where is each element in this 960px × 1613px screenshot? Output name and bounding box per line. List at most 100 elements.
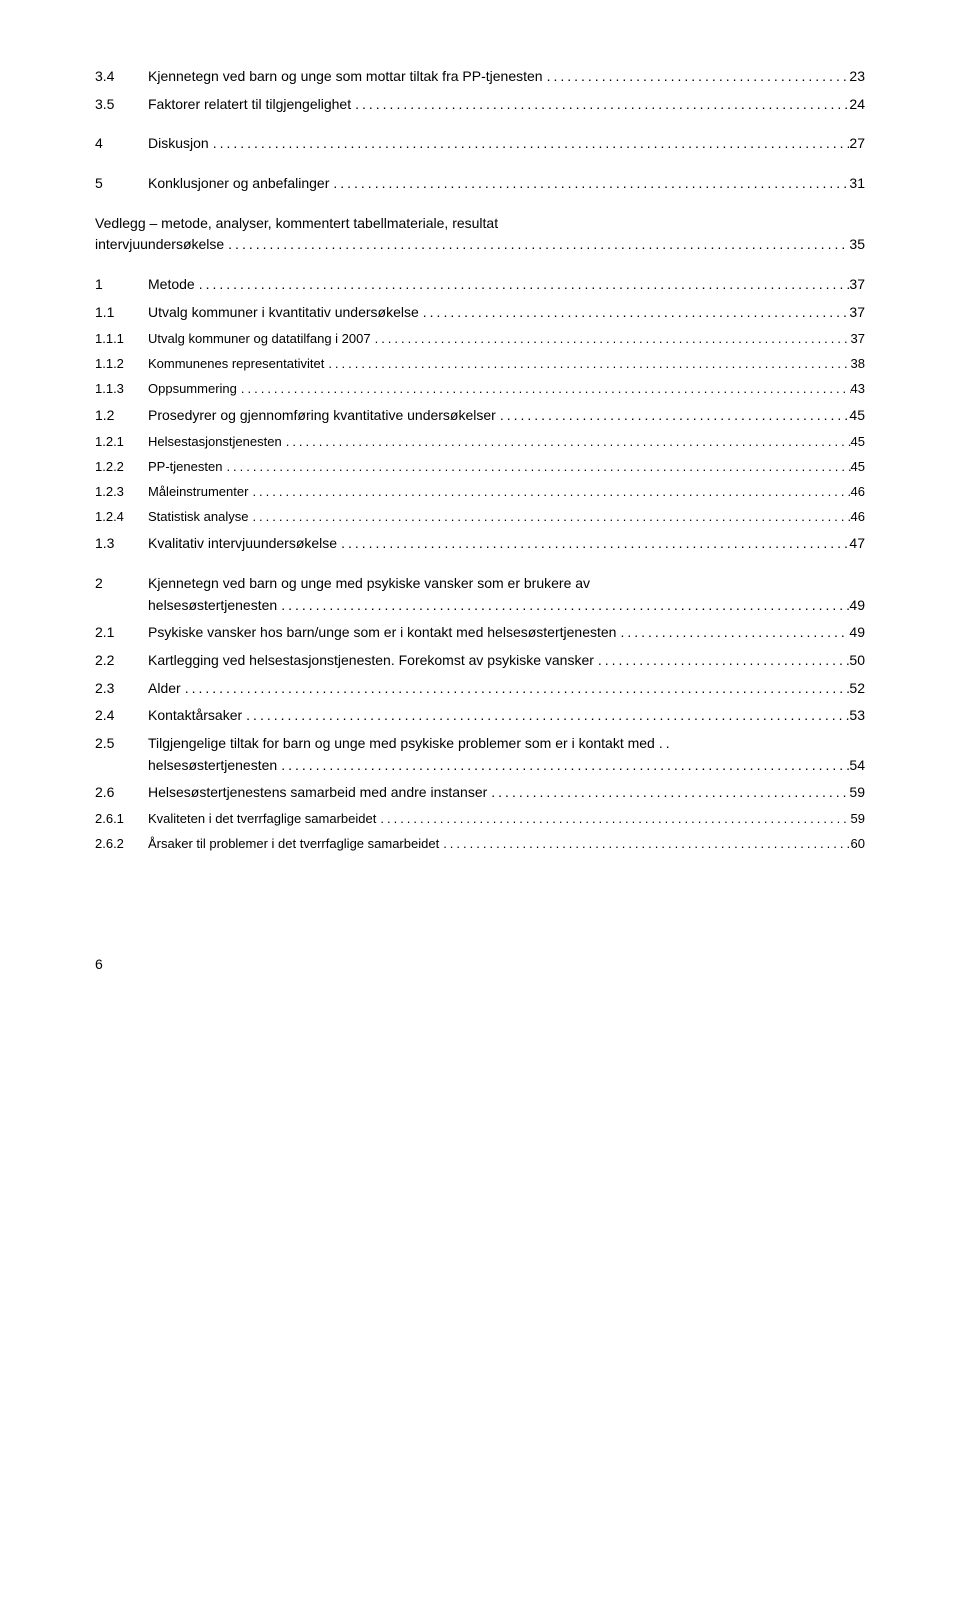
toc-leaders — [282, 432, 851, 452]
toc-page: 43 — [851, 379, 865, 399]
toc-entry: 1.1 Utvalg kommuner i kvantitativ unders… — [95, 302, 865, 324]
toc-leaders — [487, 782, 849, 804]
toc-number: 1.1.3 — [95, 379, 148, 399]
toc-entry-wrapped: Vedlegg – metode, analyser, kommentert t… — [95, 213, 865, 256]
toc-leaders — [237, 379, 851, 399]
toc-number: 1.2.4 — [95, 507, 148, 527]
toc-label: Utvalg kommuner i kvantitativ undersøkel… — [148, 302, 419, 324]
toc-page: 46 — [851, 482, 865, 502]
toc-entry: 2.4 Kontaktårsaker 53 — [95, 705, 865, 727]
toc-label: Statistisk analyse — [148, 507, 248, 527]
toc-leaders — [222, 457, 850, 477]
toc-leaders — [277, 755, 849, 777]
toc-leaders — [248, 507, 850, 527]
toc-leaders — [419, 302, 850, 324]
toc-number: 1.2 — [95, 405, 148, 427]
toc-number: 2.5 — [95, 733, 148, 755]
toc-number: 2.6.2 — [95, 834, 148, 854]
toc-wrap-line2: helsesøstertjenesten 54 — [95, 755, 865, 777]
toc-label: Psykiske vansker hos barn/unge som er i … — [148, 622, 616, 644]
toc-wrap-line1: 2.5 Tilgjengelige tiltak for barn og ung… — [95, 733, 865, 755]
toc-label: Årsaker til problemer i det tverrfaglige… — [148, 834, 439, 854]
toc-leaders — [329, 173, 849, 195]
toc-number: 1 — [95, 274, 148, 296]
toc-leaders-short: .. — [655, 733, 673, 755]
toc-entry: 1.2.1 Helsestasjonstjenesten 45 — [95, 432, 865, 452]
toc-number: 2.4 — [95, 705, 148, 727]
toc-number: 4 — [95, 133, 148, 155]
toc-number: 1.2.1 — [95, 432, 148, 452]
toc-number: 3.5 — [95, 94, 148, 116]
toc-label: Kjennetegn ved barn og unge med psykiske… — [148, 573, 590, 595]
toc-label: Helsestasjonstjenesten — [148, 432, 282, 452]
toc-entry: 1.1.2 Kommunenes representativitet 38 — [95, 354, 865, 374]
toc-leaders — [439, 834, 850, 854]
toc-leaders — [181, 678, 850, 700]
toc-number: 1.2.2 — [95, 457, 148, 477]
toc-label: Kontaktårsaker — [148, 705, 242, 727]
toc-number: 1.1.2 — [95, 354, 148, 374]
toc-leaders — [248, 482, 850, 502]
toc-label: helsesøstertjenesten — [148, 755, 277, 777]
toc-page: 45 — [851, 457, 865, 477]
toc-page: 37 — [849, 302, 865, 324]
toc-page: 37 — [851, 329, 865, 349]
toc-label: PP-tjenesten — [148, 457, 222, 477]
toc-number: 2.3 — [95, 678, 148, 700]
toc-leaders — [277, 595, 849, 617]
toc-leaders — [324, 354, 850, 374]
toc-entry: 2.6.2 Årsaker til problemer i det tverrf… — [95, 834, 865, 854]
toc-page: 45 — [851, 432, 865, 452]
toc-number: 1.1.1 — [95, 329, 148, 349]
toc-leaders — [209, 133, 850, 155]
toc-page: 27 — [849, 133, 865, 155]
toc-leaders — [371, 329, 851, 349]
toc-entry: 1 Metode 37 — [95, 274, 865, 296]
toc-number: 3.4 — [95, 66, 148, 88]
toc-entry: 2.3 Alder 52 — [95, 678, 865, 700]
toc-entry-wrapped: 2.5 Tilgjengelige tiltak for barn og ung… — [95, 733, 865, 776]
toc-label: Kvaliteten i det tverrfaglige samarbeide… — [148, 809, 376, 829]
toc-label: Måleinstrumenter — [148, 482, 248, 502]
toc-entry: 1.1.3 Oppsummering 43 — [95, 379, 865, 399]
toc-number: 2.6 — [95, 782, 148, 804]
toc-page: 38 — [851, 354, 865, 374]
toc-entry: 1.2.3 Måleinstrumenter 46 — [95, 482, 865, 502]
toc-label: Tilgjengelige tiltak for barn og unge me… — [148, 733, 655, 755]
toc-page: 60 — [851, 834, 865, 854]
toc-label: Kommunenes representativitet — [148, 354, 324, 374]
toc-label: Utvalg kommuner og datatilfang i 2007 — [148, 329, 371, 349]
toc-page: 49 — [849, 622, 865, 644]
table-of-contents: 3.4 Kjennetegn ved barn og unge som mott… — [95, 66, 865, 854]
toc-wrap-line2: intervjuundersøkelse 35 — [95, 234, 865, 256]
toc-page: 24 — [849, 94, 865, 116]
toc-entry: 1.3 Kvalitativ intervjuundersøkelse 47 — [95, 533, 865, 555]
toc-entry: 3.5 Faktorer relatert til tilgjengelighe… — [95, 94, 865, 116]
toc-entry: 2.6 Helsesøstertjenestens samarbeid med … — [95, 782, 865, 804]
toc-leaders — [543, 66, 850, 88]
toc-label: Alder — [148, 678, 181, 700]
toc-page: 50 — [849, 650, 865, 672]
toc-page: 31 — [849, 173, 865, 195]
toc-wrap-line2: helsesøstertjenesten 49 — [95, 595, 865, 617]
toc-label: Prosedyrer og gjennomføring kvantitative… — [148, 405, 496, 427]
toc-number: 2.2 — [95, 650, 148, 672]
toc-entry: 1.2.4 Statistisk analyse 46 — [95, 507, 865, 527]
toc-page: 59 — [851, 809, 865, 829]
toc-label: Oppsummering — [148, 379, 237, 399]
toc-number: 5 — [95, 173, 148, 195]
toc-entry-wrapped: 2 Kjennetegn ved barn og unge med psykis… — [95, 573, 865, 616]
toc-leaders — [376, 809, 850, 829]
toc-page: 37 — [849, 274, 865, 296]
toc-page: 59 — [849, 782, 865, 804]
toc-leaders — [195, 274, 850, 296]
toc-entry: 1.2.2 PP-tjenesten 45 — [95, 457, 865, 477]
toc-page: 52 — [849, 678, 865, 700]
toc-entry: 2.2 Kartlegging ved helsestasjonstjenest… — [95, 650, 865, 672]
toc-number: 1.1 — [95, 302, 148, 324]
toc-label: Kartlegging ved helsestasjonstjenesten. … — [148, 650, 594, 672]
toc-wrap-line1: 2 Kjennetegn ved barn og unge med psykis… — [95, 573, 865, 595]
toc-leaders — [594, 650, 850, 672]
toc-leaders — [496, 405, 850, 427]
toc-entry: 1.2 Prosedyrer og gjennomføring kvantita… — [95, 405, 865, 427]
